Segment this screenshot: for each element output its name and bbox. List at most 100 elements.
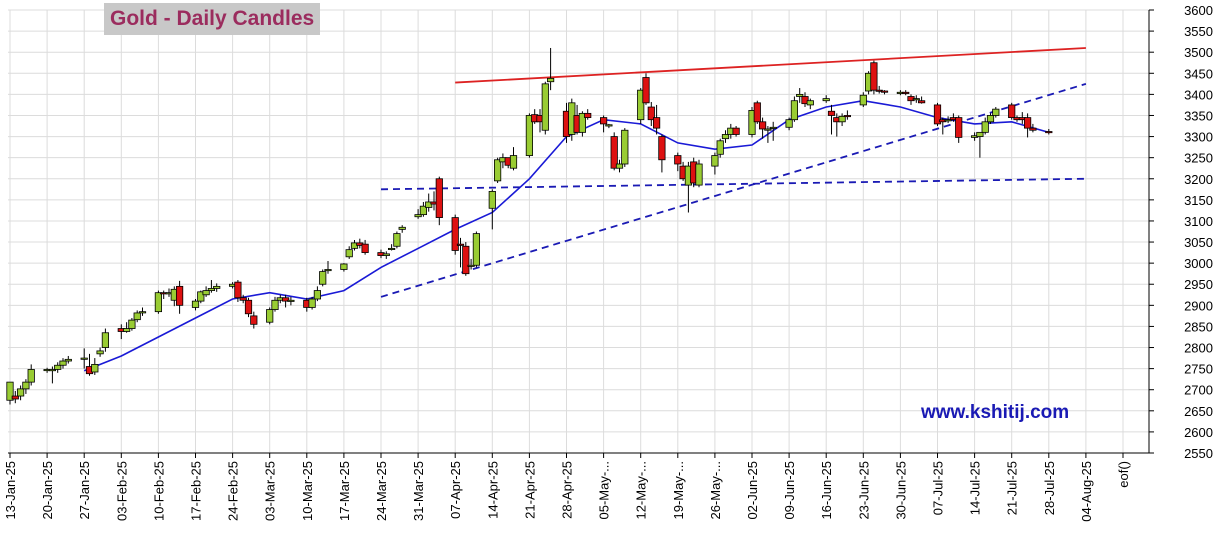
candle [578,111,587,137]
y-tick-label: 3400 [1184,87,1213,102]
y-tick-label: 3450 [1184,66,1213,81]
candle [653,104,661,135]
x-tick-label: 20-Jan-25 [40,461,55,520]
candle-body [6,381,14,401]
candle [48,366,57,384]
candle-body [647,106,655,121]
y-tick-labels: 2550 2600 2650 2700 2750 2800 2850 2900 2950 3000… [1184,3,1213,461]
candle [880,90,889,95]
candle [637,88,645,124]
candle [266,307,274,325]
candle [462,242,470,276]
x-tick-label: 30-Jun-25 [893,461,908,520]
candle [382,251,390,259]
candle [769,121,777,141]
grid-lines [8,9,1149,454]
candle-body [695,163,703,186]
y-tick-label: 3500 [1184,45,1213,60]
candle [547,47,555,91]
y-tick-label: 2950 [1184,277,1213,292]
candle-body [393,233,401,247]
candle [138,307,147,316]
candle [324,261,332,274]
y-tick-label: 2700 [1184,383,1213,398]
candle [902,90,910,96]
candle-body [244,299,253,315]
x-tick-label: eof() [1116,461,1131,488]
candle [955,115,963,143]
candle [419,201,428,217]
candle [748,107,756,138]
candle-body [509,155,518,169]
x-tick-label: 03-Feb-25 [114,461,129,521]
candle-body [101,332,109,348]
candle-body [859,94,867,106]
x-tick-label: 31-Mar-25 [411,461,426,521]
candle-body [361,243,369,253]
y-tick-label: 2550 [1184,446,1213,461]
y-tick-label: 2750 [1184,362,1213,377]
candle-body [128,319,136,329]
candle [790,96,799,122]
candle-body [1045,131,1053,134]
candle-body [451,217,459,251]
candle-body [493,159,502,182]
candle [345,246,353,259]
x-tick-label: 26-May-... [708,461,723,520]
candle [753,100,761,124]
candle [732,126,740,137]
candle-body [748,110,756,135]
candles-layer [6,47,1053,405]
candle-body [435,178,443,218]
candle [11,390,19,404]
candle-body [637,89,645,121]
trendline-resistance [455,47,1086,84]
x-tick-label: 19-May-... [671,461,686,520]
y-tick-label: 2650 [1184,404,1213,419]
candle-body [213,285,221,289]
candle-body [207,288,215,291]
x-tick-label: 03-Mar-25 [263,461,278,521]
candle-body [658,136,666,161]
candle [509,147,518,171]
candle [6,381,14,405]
candle-body [976,131,984,137]
candle-body [234,281,242,299]
candle [398,225,406,233]
y-tick-label: 2800 [1184,341,1213,356]
candle-body [843,115,852,118]
candle-body [796,93,804,97]
y-tick-label: 3050 [1184,235,1213,250]
candle-body [250,315,258,325]
candle [695,159,703,188]
y-tick-label: 2600 [1184,425,1213,440]
candle-body [578,112,587,133]
candle [827,104,836,135]
x-tick-label: 10-Mar-25 [300,461,315,521]
candle [674,152,682,172]
x-tick-label: 09-Jun-25 [782,461,797,520]
candle-body [653,117,661,129]
candle [59,358,67,369]
candle [870,60,878,95]
candle [621,128,629,167]
y-tick-label: 2900 [1184,298,1213,313]
candle [451,214,459,255]
candle-body [80,357,88,360]
candle [425,193,433,212]
candle-body [472,233,481,266]
candle-body [912,98,920,101]
candle [843,110,852,120]
candle [64,355,72,364]
candle [838,113,846,127]
candle-body [525,115,534,156]
candle [1008,102,1016,120]
x-tick-label: 23-Jun-25 [856,461,871,520]
candle-body [944,119,952,122]
candle-body [11,395,19,400]
candle-body [271,299,279,310]
candle [605,123,613,129]
candle-body [319,271,327,285]
candle-body [456,243,465,246]
candle-body [642,77,650,104]
